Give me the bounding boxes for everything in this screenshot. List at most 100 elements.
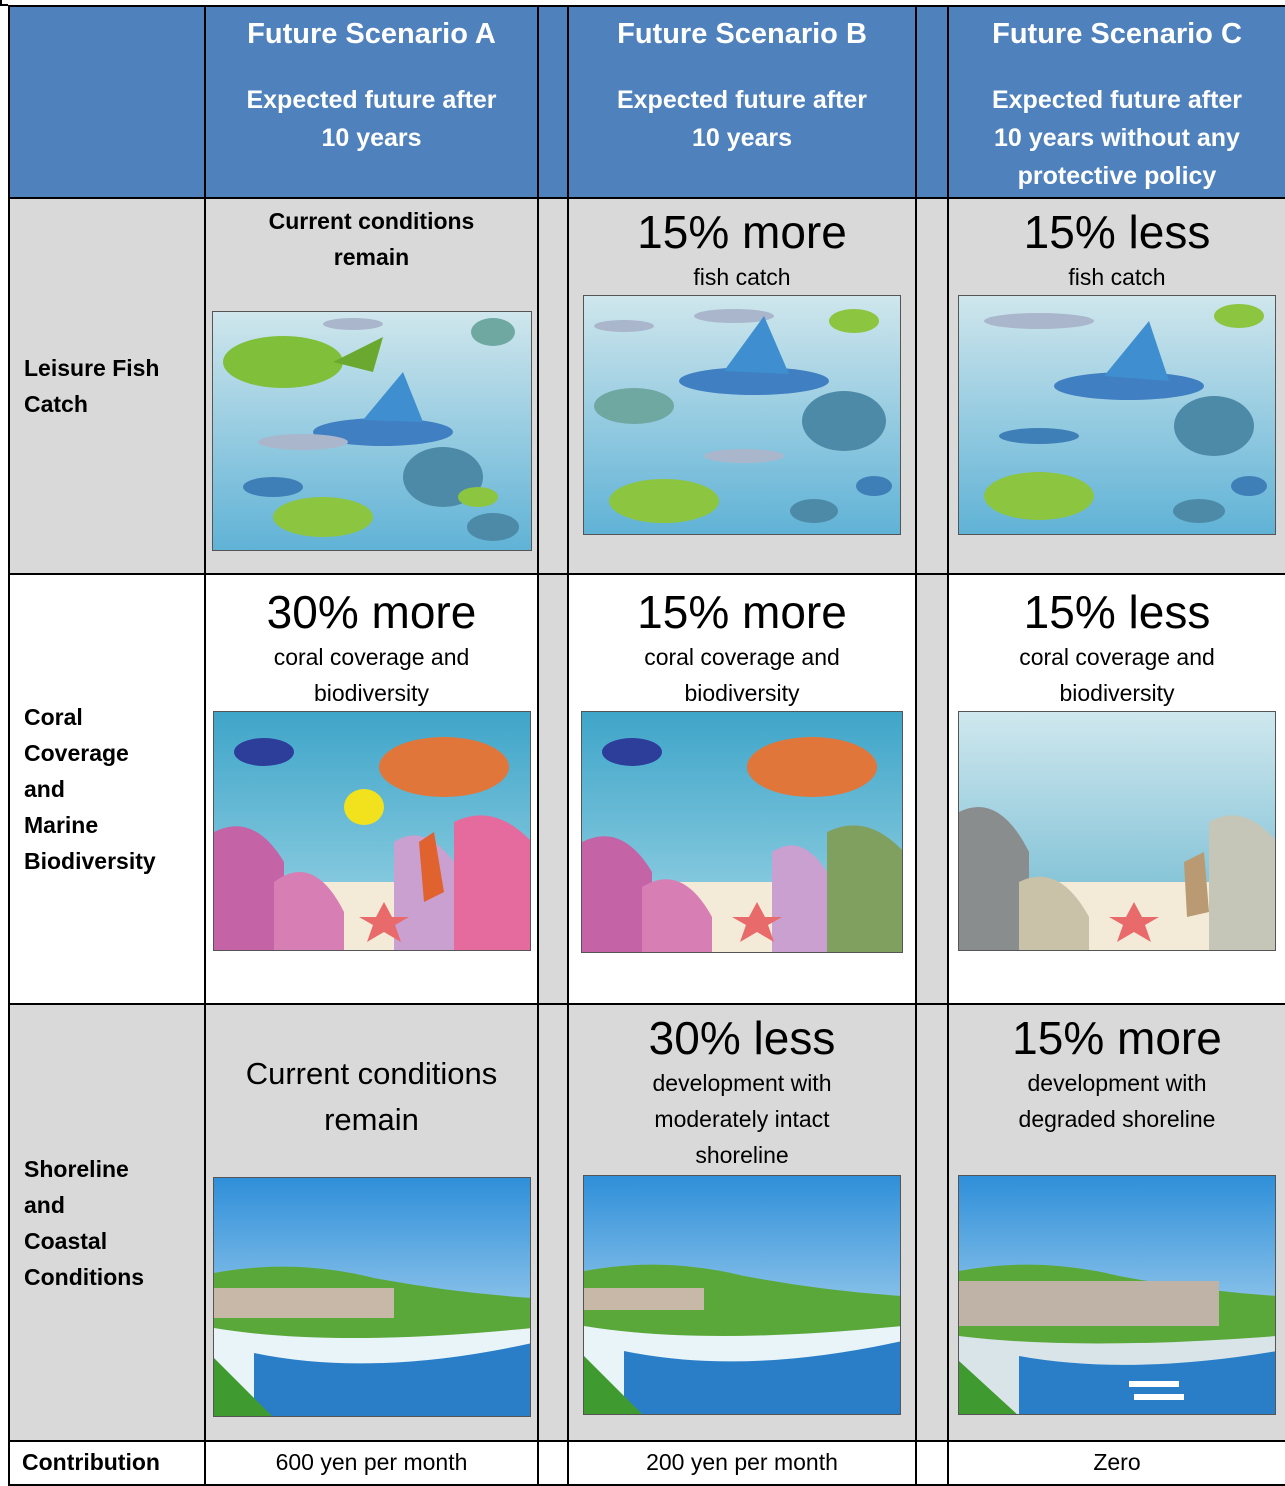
coral-label-cell: Coral Coverage and Marine Biodiversity (8, 573, 206, 1005)
shore-label-line1: Shoreline (24, 1155, 129, 1182)
shore-cell-b: 30% less development with moderately int… (567, 1003, 917, 1442)
coral-b-caption-line1: coral coverage and (644, 644, 840, 670)
scenario-c-subtitle-line2: 10 years without any (994, 124, 1240, 152)
scenario-a-title: Future Scenario A (247, 18, 496, 50)
header-gap-1 (537, 5, 569, 199)
shore-scene-b-image (583, 1175, 901, 1415)
shore-c-caption-line2: degraded shoreline (1018, 1106, 1216, 1132)
shore-row-label: Shoreline and Coastal Conditions (11, 1006, 203, 1439)
shore-c-caption-line1: development with (1027, 1070, 1207, 1096)
header-corner-cell (8, 5, 206, 199)
scenario-table: Future Scenario A Expected future after … (8, 5, 1285, 1486)
header-scenario-b: Future Scenario B Expected future after … (567, 5, 917, 199)
fish-row: Leisure Fish Catch Current conditions re… (8, 197, 1285, 575)
contribution-cell-c: Zero (947, 1440, 1285, 1486)
scenario-a-subtitle: Expected future after 10 years (207, 81, 536, 157)
fish-a-text: Current conditions remain (207, 203, 536, 275)
coral-a-value: 30% more (266, 586, 477, 638)
coral-scene-c-image (958, 711, 1276, 951)
shore-scene-c-image (958, 1175, 1276, 1415)
coral-row-label: Coral Coverage and Marine Biodiversity (11, 576, 203, 1002)
shore-b-value: 30% less (648, 1012, 836, 1064)
fish-scene-c-image (958, 295, 1276, 535)
shore-cell-c: 15% more development with degraded shore… (947, 1003, 1285, 1442)
shore-label-cell: Shoreline and Coastal Conditions (8, 1003, 206, 1442)
coral-label-line1: Coral (24, 704, 83, 730)
shore-b-caption-line1: development with (652, 1070, 832, 1096)
header-row: Future Scenario A Expected future after … (8, 5, 1285, 199)
scenario-b-title: Future Scenario B (617, 18, 867, 50)
fish-scene-a-image (211, 311, 532, 551)
shore-c-caption: development with degraded shoreline (950, 1065, 1284, 1137)
shore-c-value: 15% more (1012, 1012, 1222, 1064)
shore-b-caption-line3: shoreline (695, 1142, 789, 1168)
fish-cell-c: 15% less fish catch (947, 197, 1285, 575)
scenario-c-subtitle-line3: protective policy (1017, 162, 1217, 190)
scenario-c-title: Future Scenario C (992, 18, 1242, 50)
scenario-c-subtitle: Expected future after 10 years without a… (950, 81, 1284, 195)
coral-label-line5: Biodiversity (24, 848, 156, 874)
fish-gap-1 (537, 197, 569, 575)
fish-gap-2 (915, 197, 949, 575)
scenario-a-subtitle-line2: 10 years (321, 124, 422, 152)
fish-label-cell: Leisure Fish Catch (8, 197, 206, 575)
contribution-label-cell: Contribution (8, 1440, 206, 1486)
coral-a-caption-line1: coral coverage and (273, 644, 470, 670)
contribution-c-value: Zero (1093, 1449, 1141, 1475)
shore-b-caption-line2: moderately intact (654, 1106, 830, 1132)
coral-row: Coral Coverage and Marine Biodiversity 3… (8, 573, 1285, 1005)
header-gap-2 (915, 5, 949, 199)
coral-b-value: 15% more (637, 586, 847, 638)
contribution-b-value: 200 yen per month (646, 1449, 838, 1475)
coral-cell-a: 30% more coral coverage and biodiversity (204, 573, 539, 1005)
fish-scene-b-image (583, 295, 901, 535)
coral-gap-1 (537, 573, 569, 1005)
scenario-b-subtitle: Expected future after 10 years (570, 81, 914, 157)
header-scenario-a: Future Scenario A Expected future after … (204, 5, 539, 199)
fish-label-line2: Catch (24, 391, 88, 417)
shore-gap-1 (537, 1003, 569, 1442)
fish-a-line1: Current conditions (268, 208, 475, 234)
fish-row-label: Leisure Fish Catch (11, 200, 203, 572)
shore-a-line1: Current conditions (245, 1056, 498, 1091)
coral-c-caption-line2: biodiversity (1059, 680, 1175, 706)
fish-c-caption: fish catch (1068, 264, 1166, 290)
coral-scene-a-image (212, 711, 531, 951)
shore-label-line2: and (24, 1191, 65, 1218)
contribution-row: Contribution 600 yen per month 200 yen p… (8, 1440, 1285, 1486)
coral-cell-c: 15% less coral coverage and biodiversity (947, 573, 1285, 1005)
contribution-a-value: 600 yen per month (275, 1449, 468, 1475)
fish-a-line2: remain (333, 244, 410, 270)
header-scenario-c: Future Scenario C Expected future after … (947, 5, 1285, 199)
shore-row: Shoreline and Coastal Conditions Current… (8, 1003, 1285, 1442)
coral-b-caption: coral coverage and biodiversity (570, 639, 914, 711)
fish-c-value: 15% less (1023, 206, 1211, 258)
coral-label-line3: and (24, 776, 65, 802)
fish-b-value: 15% more (637, 206, 847, 258)
coral-gap-2 (915, 573, 949, 1005)
shore-label-line4: Conditions (24, 1263, 145, 1290)
page-corner-mark (0, 0, 8, 6)
scenario-a-subtitle-line1: Expected future after (246, 86, 497, 114)
fish-cell-b: 15% more fish catch (567, 197, 917, 575)
fish-b-caption: fish catch (693, 264, 791, 290)
shore-gap-2 (915, 1003, 949, 1442)
shore-label-line3: Coastal (24, 1227, 108, 1254)
shore-a-text: Current conditions remain (207, 1051, 536, 1143)
scenario-c-subtitle-line1: Expected future after (991, 86, 1243, 114)
shore-b-caption: development with moderately intact shore… (570, 1065, 914, 1173)
coral-c-value: 15% less (1023, 586, 1211, 638)
fish-label-line1: Leisure Fish (24, 355, 160, 381)
shore-scene-a-image (212, 1177, 531, 1417)
coral-cell-b: 15% more coral coverage and biodiversity (567, 573, 917, 1005)
shore-cell-a: Current conditions remain (204, 1003, 539, 1442)
contribution-cell-a: 600 yen per month (204, 1440, 539, 1486)
contribution-cell-b: 200 yen per month (567, 1440, 917, 1486)
coral-c-caption-line1: coral coverage and (1019, 644, 1215, 670)
contribution-gap-2 (915, 1440, 949, 1486)
contribution-label: Contribution (22, 1449, 160, 1475)
coral-a-caption: coral coverage and biodiversity (207, 639, 536, 711)
coral-scene-b-image (581, 711, 903, 953)
coral-label-line4: Marine (24, 812, 99, 838)
